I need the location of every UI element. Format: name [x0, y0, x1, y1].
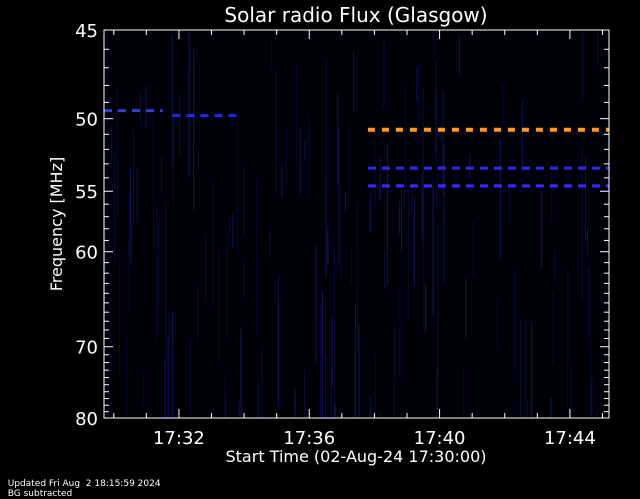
updated-timestamp: Updated Fri Aug 2 18:15:59 2024 [7, 479, 161, 489]
plot-area [104, 30, 609, 418]
x-axis: 17:32 17:36 17:40 17:44 [113, 30, 603, 449]
y-axis-label: Frequency [MHz] [47, 157, 66, 291]
y-tick-label: 70 [75, 338, 98, 359]
spectrogram-chart: 45 50 55 60 70 80 17:32 17:36 17:40 17:44 Solar … [47, 3, 610, 466]
x-tick-label: 17:40 [414, 428, 466, 449]
processing-mode: BG subtracted [7, 489, 73, 499]
x-tick-label: 17:44 [544, 428, 596, 449]
x-tick-label: 17:36 [283, 428, 335, 449]
chart-title: Solar radio Flux (Glasgow) [224, 3, 487, 27]
x-tick-label: 17:32 [153, 428, 205, 449]
y-axis: 45 50 55 60 70 80 [75, 21, 609, 430]
plot-frame [103, 29, 610, 419]
y-tick-label: 80 [75, 409, 98, 430]
y-tick-label: 55 [75, 182, 98, 203]
footer: Updated Fri Aug 2 18:15:59 2024 BG subtr… [2, 469, 175, 499]
x-axis-label: Start Time (02-Aug-24 17:30:00) [226, 447, 487, 466]
background-noise [104, 30, 598, 418]
emission-bands [104, 109, 609, 188]
y-tick-label: 45 [75, 21, 98, 42]
y-tick-label: 60 [75, 243, 98, 264]
y-tick-label: 50 [75, 110, 98, 131]
